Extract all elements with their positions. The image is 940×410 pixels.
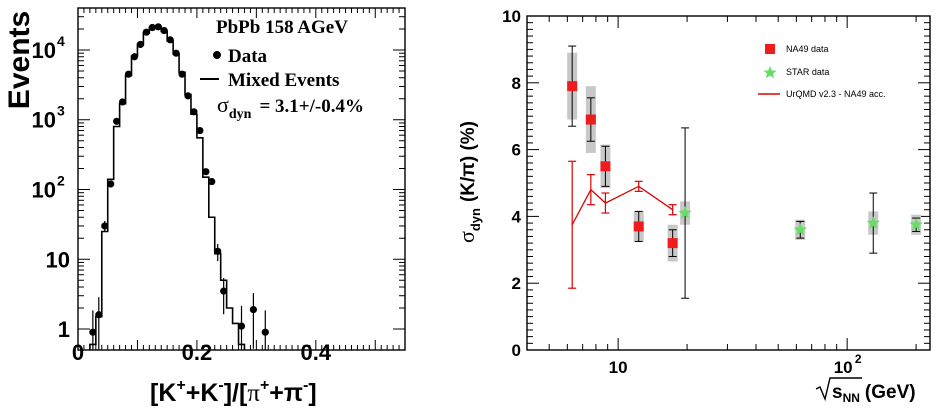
legend-star-marker [763, 66, 777, 79]
right-x-tick-label: 10 [609, 358, 628, 377]
urqmd-line [571, 185, 674, 226]
sqrt-symbol [815, 377, 862, 402]
star-point [793, 222, 807, 236]
right-statistical-errors [568, 45, 921, 299]
right-y-tick-label: 0 [512, 341, 521, 360]
right-legend: NA49 data STAR data UrQMD v2.3 - NA49 ac… [758, 44, 886, 99]
left-y-tick-labels: 1 10 10 10 10 2 3 4 [32, 33, 70, 342]
data-point [214, 247, 222, 255]
left-x-tick-label: 0 [72, 340, 84, 365]
data-point [178, 70, 186, 78]
left-chart: 1 10 10 10 10 2 3 4 0 0.2 0.4 Events [K+… [3, 7, 406, 407]
data-point [136, 40, 145, 49]
data-point [166, 36, 174, 44]
right-y-tick-label: 6 [512, 141, 521, 160]
star-point [909, 217, 923, 231]
legend-data-label: Data [228, 46, 268, 67]
na49-point [600, 161, 611, 172]
right-data-points [567, 81, 923, 249]
left-y-tick-label: 1 [58, 317, 70, 342]
data-point [220, 287, 228, 295]
right-y-tick-labels: 0 2 4 6 8 10 [502, 7, 521, 360]
data-point [172, 49, 180, 57]
right-y-tick-label: 10 [502, 7, 521, 26]
legend-mixed-label: Mixed Events [228, 70, 339, 91]
data-point [95, 311, 103, 319]
data-point [118, 98, 127, 106]
right-urqmd-curve [568, 160, 677, 289]
data-point [101, 222, 109, 230]
data-point [154, 23, 162, 31]
left-annotation: PbPb 158 AGeV [216, 17, 348, 38]
right-x-axis-title: sNN (GeV) [815, 377, 916, 405]
left-x-tick-labels: 0 0.2 0.4 [72, 340, 332, 365]
data-point [130, 53, 139, 61]
left-y-tick-exponent: 3 [57, 103, 65, 119]
star-point [866, 216, 880, 229]
right-x-tick-exponent: 2 [855, 352, 862, 366]
right-x-tick-label: 10 [834, 358, 853, 377]
data-point [208, 177, 216, 186]
right-y-tick-label: 2 [512, 274, 521, 293]
left-y-tick-exponent: 4 [57, 33, 65, 49]
data-point [261, 328, 269, 336]
right-systematic-boxes [567, 52, 922, 262]
data-point [237, 322, 246, 330]
left-x-axis-title: [K++K-]/[π++π-] [150, 377, 317, 407]
na49-point [585, 114, 596, 125]
na49-point [633, 221, 644, 232]
legend-star-label: STAR data [786, 67, 829, 77]
left-y-axis-title: Events [3, 11, 36, 109]
left-y-tick-label: 10 [32, 177, 56, 202]
left-x-tick-label: 0.4 [301, 340, 332, 365]
right-y-tick-label: 8 [512, 74, 521, 93]
left-legend: Data Mixed Events σdyn = 3.1+/-0.4% [200, 46, 364, 122]
left-y-tick-exponent: 2 [57, 172, 65, 188]
right-x-tick-labels: 10 10 2 [609, 352, 862, 377]
right-chart: 0 2 4 6 8 10 10 10 2 σdyn(K/π) (%) sNN (G… [454, 7, 931, 405]
left-x-tick-label: 0.2 [182, 340, 213, 365]
legend-na49-marker [765, 44, 775, 54]
data-point [190, 108, 198, 116]
data-point [124, 70, 133, 78]
left-tick-marks [77, 7, 406, 350]
na49-point [667, 238, 678, 249]
na49-point [567, 81, 578, 92]
legend-na49-label: NA49 data [786, 44, 829, 54]
mixed-events-line [89, 26, 246, 350]
right-tick-marks [526, 15, 930, 351]
left-y-tick-label: 10 [32, 108, 56, 133]
star-point [678, 206, 692, 219]
right-y-tick-label: 4 [512, 207, 522, 226]
data-point [160, 26, 168, 35]
data-point [184, 92, 192, 100]
data-point [113, 117, 121, 125]
right-plot-frame [526, 15, 931, 351]
legend-data-marker [213, 51, 221, 59]
data-point [196, 126, 204, 135]
left-mixed-events-histogram [89, 26, 246, 350]
legend-urqmd-label: UrQMD v2.3 - NA49 acc. [786, 89, 886, 99]
data-point [89, 328, 97, 336]
svg-text:sNN(GeV): sNN (GeV) [832, 382, 916, 405]
data-point [202, 168, 210, 176]
right-y-axis-title: σdyn(K/π) (%) [454, 121, 483, 243]
data-point [249, 305, 257, 314]
data-point [148, 23, 156, 32]
left-y-tick-label: 10 [46, 247, 70, 272]
data-point [107, 180, 115, 188]
data-point [142, 28, 150, 36]
left-y-tick-label: 10 [32, 38, 56, 63]
sigma-dyn-label: σdyn = 3.1+/-0.4% [217, 92, 364, 122]
left-data-points [89, 23, 269, 350]
